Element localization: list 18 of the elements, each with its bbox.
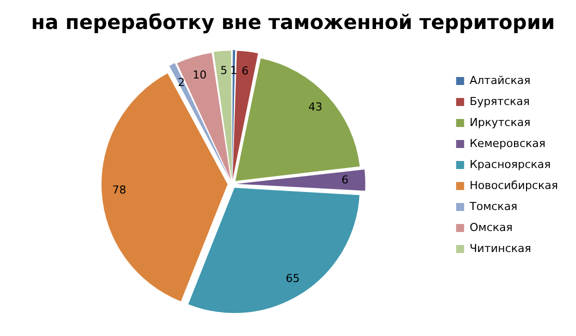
data-label: 65 (286, 272, 300, 286)
chart-title: на переработку вне таможенной территории (31, 10, 555, 34)
legend-label: Иркутская (470, 116, 530, 129)
data-label: 10 (192, 68, 207, 82)
legend-label: Новосибирская (470, 178, 558, 192)
data-label: 78 (112, 183, 126, 196)
data-label: 6 (342, 174, 349, 187)
legend-label: Омская (470, 220, 513, 234)
legend-label: Читинская (470, 242, 532, 255)
legend-label: Кемеровская (470, 136, 546, 150)
legend-label: Красноярская (470, 158, 551, 171)
data-label: 6 (242, 64, 249, 78)
data-label: 43 (308, 100, 322, 114)
legend-label: Алтайская (470, 74, 531, 87)
legend-label: Бурятская (470, 94, 530, 108)
legend-label: Томская (468, 200, 518, 213)
data-label: 2 (178, 76, 185, 89)
data-label: 5 (220, 64, 228, 78)
